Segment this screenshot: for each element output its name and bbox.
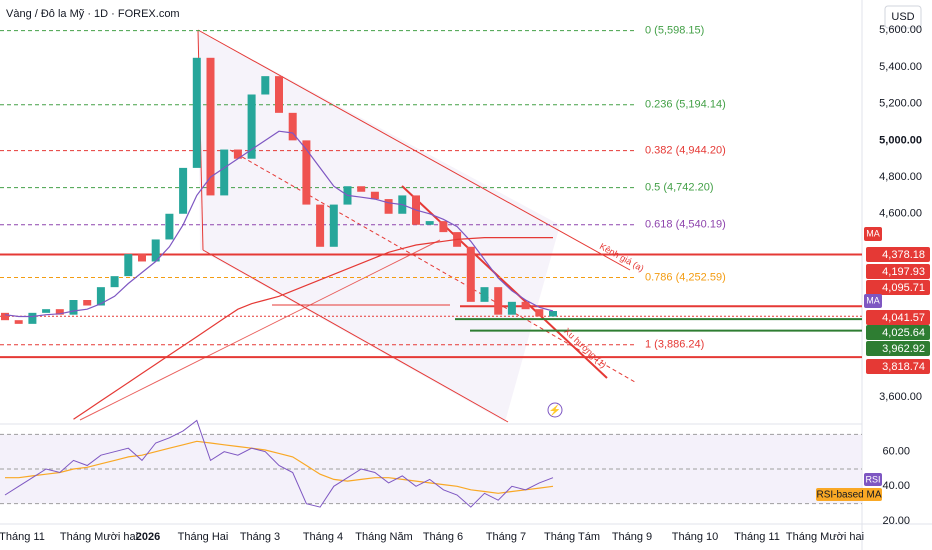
candle bbox=[384, 199, 393, 214]
price-tag-label: 4,197.93 bbox=[882, 266, 925, 278]
ma-tag-label: MA bbox=[866, 295, 880, 305]
fib-label: 0.382 (4,944.20) bbox=[645, 145, 726, 157]
x-tick-label: Tháng 6 bbox=[423, 531, 463, 543]
candle bbox=[329, 204, 338, 247]
candle bbox=[261, 76, 270, 95]
price-tag-label: 4,041.57 bbox=[882, 312, 925, 324]
price-tag bbox=[866, 310, 930, 325]
y-tick-label: 4,600.00 bbox=[879, 208, 922, 220]
price-tag-label: 3,962.92 bbox=[882, 343, 925, 355]
fib-label: 1 (3,886.24) bbox=[645, 339, 704, 351]
candle bbox=[288, 112, 297, 141]
candle bbox=[425, 221, 434, 225]
y-tick-label: 5,200.00 bbox=[879, 98, 922, 110]
x-tick-label: Tháng 10 bbox=[672, 531, 718, 543]
price-tag bbox=[866, 325, 930, 340]
y-tick-label: 5,000.00 bbox=[879, 134, 922, 146]
candle bbox=[179, 167, 188, 214]
ma-tag-label: MA bbox=[866, 228, 880, 238]
candle bbox=[1, 312, 9, 321]
candle bbox=[151, 239, 160, 262]
rsi-tick-label: 60.00 bbox=[882, 446, 910, 458]
alert-glyph: ⚡ bbox=[549, 404, 561, 417]
fib-label: 0.5 (4,742.20) bbox=[645, 182, 714, 194]
candle bbox=[549, 311, 557, 317]
fib-label: 0.618 (4,540.19) bbox=[645, 219, 726, 231]
candle bbox=[42, 309, 51, 313]
x-tick-label: Tháng Tám bbox=[544, 531, 600, 543]
y-tick-label: 5,600.00 bbox=[879, 24, 922, 36]
rsi-tick-label: 20.00 bbox=[882, 515, 910, 527]
x-tick-label: Tháng Năm bbox=[355, 531, 412, 543]
alert-icon[interactable] bbox=[547, 402, 563, 418]
x-tick-label: Tháng 11 bbox=[0, 531, 45, 543]
candle bbox=[138, 254, 146, 262]
candle bbox=[96, 287, 105, 306]
rsi-ma-tag bbox=[816, 488, 882, 501]
price-tag-label: 3,818.74 bbox=[882, 361, 925, 373]
price-tag bbox=[866, 341, 930, 356]
x-tick-label: Tháng 4 bbox=[303, 531, 343, 543]
candle bbox=[535, 309, 544, 317]
price-tag bbox=[866, 247, 930, 262]
candle bbox=[220, 149, 229, 196]
y-tick-label: 5,400.00 bbox=[879, 61, 922, 73]
x-tick-label: Tháng Hai bbox=[178, 531, 229, 543]
chart-title: Vàng / Đô la Mỹ · 1D · FOREX.com bbox=[6, 8, 180, 20]
y-tick-label: 4,800.00 bbox=[879, 171, 922, 183]
candle bbox=[302, 140, 311, 205]
rsi-line bbox=[4, 419, 554, 508]
rsi-tick-label: 40.00 bbox=[882, 480, 910, 492]
x-tick-label: Tháng 7 bbox=[486, 531, 526, 543]
x-tick-label: Tháng 11 bbox=[734, 531, 780, 543]
candle bbox=[357, 186, 366, 192]
rsi-tag-label: RSI bbox=[865, 474, 880, 484]
candle bbox=[439, 221, 448, 233]
price-tag-label: 4,095.71 bbox=[882, 282, 925, 294]
candle bbox=[247, 94, 256, 159]
rsi-ma-tag-label: RSI-based MA bbox=[816, 490, 881, 501]
candle bbox=[192, 57, 201, 168]
candle bbox=[69, 300, 78, 315]
candle bbox=[316, 204, 325, 247]
candle bbox=[521, 301, 530, 310]
ma-line bbox=[4, 130, 554, 318]
candle bbox=[206, 57, 215, 196]
candle bbox=[370, 191, 379, 200]
rsi-ma-line bbox=[5, 440, 554, 494]
candle bbox=[165, 213, 174, 240]
candle bbox=[83, 300, 92, 306]
x-tick-label: Tháng 9 bbox=[612, 531, 652, 543]
ma-tag bbox=[864, 294, 882, 308]
candle bbox=[507, 301, 516, 315]
x-tick-label: Tháng Mười hai bbox=[60, 531, 138, 543]
candle bbox=[110, 276, 119, 288]
candle bbox=[124, 254, 133, 277]
x-tick-label: Tháng 3 bbox=[240, 531, 280, 543]
ma-long-line bbox=[73, 237, 553, 420]
ma-tag bbox=[864, 227, 882, 241]
y-tick-label: 3,600.00 bbox=[879, 391, 922, 403]
currency[interactable]: USD bbox=[891, 11, 914, 23]
fib-label: 0.236 (5,194.14) bbox=[645, 99, 726, 111]
candle bbox=[14, 320, 23, 324]
candle bbox=[55, 309, 64, 315]
candle bbox=[480, 287, 489, 302]
x-tick-label: 2026 bbox=[136, 531, 160, 543]
price-tag bbox=[866, 280, 930, 295]
rsi-tag bbox=[864, 473, 882, 486]
x-tick-label: Tháng Mười hai bbox=[786, 531, 864, 543]
price-tag bbox=[866, 264, 930, 279]
price-tag bbox=[866, 359, 930, 374]
candle bbox=[275, 76, 283, 113]
price-tag-label: 4,025.64 bbox=[882, 327, 925, 339]
fib-label: 0.786 (4,252.59) bbox=[645, 271, 726, 283]
fib-label: 0 (5,598.15) bbox=[645, 25, 704, 37]
price-tag-label: 4,378.18 bbox=[882, 249, 925, 261]
candle bbox=[233, 149, 242, 159]
candle bbox=[466, 246, 475, 302]
candle bbox=[494, 287, 503, 315]
candle bbox=[28, 312, 37, 324]
